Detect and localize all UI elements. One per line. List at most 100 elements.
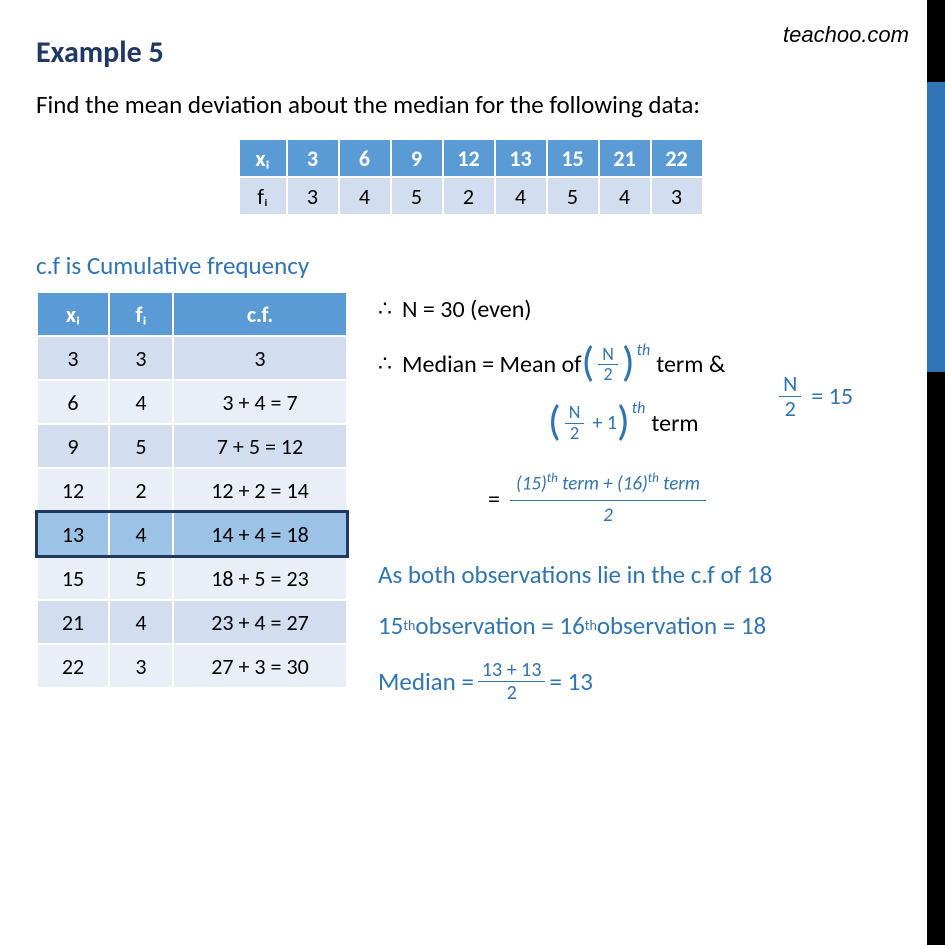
cell: 2 <box>109 468 173 512</box>
frac-num: N <box>565 403 585 424</box>
sup: th <box>585 616 597 636</box>
table-row: 3 3 3 <box>37 336 347 380</box>
cell: 3 <box>109 336 173 380</box>
cell: 12 + 2 = 14 <box>173 468 347 512</box>
cell: 27 + 3 = 30 <box>173 644 347 688</box>
cf-th-x: xᵢ <box>37 292 109 336</box>
example-heading: Example 5 <box>36 34 905 71</box>
frac-num: 13 + 13 <box>478 659 546 682</box>
t: term <box>659 472 700 495</box>
frac-den: 2 <box>781 397 800 421</box>
data-cell: 6 <box>339 139 391 177</box>
workings: ∴ N = 30 (even) ∴ Median = Mean of ( N 2… <box>378 291 905 720</box>
table-row: 6 4 3 + 4 = 7 <box>37 380 347 424</box>
obs2: 15th observation = 16th observation = 18 <box>378 608 905 643</box>
prompt-text: Find the mean deviation about the median… <box>36 89 905 120</box>
n-over-2-aside: N 2 = 15 <box>775 372 859 421</box>
cell: 3 + 4 = 7 <box>173 380 347 424</box>
obs3: Median = 13 + 13 2 = 13 <box>378 659 905 704</box>
observation-block: As both observations lie in the c.f of 1… <box>378 557 905 704</box>
therefore-icon: ∴ <box>378 349 392 380</box>
table-row: 21 4 23 + 4 = 27 <box>37 600 347 644</box>
cell: 23 + 4 = 27 <box>173 600 347 644</box>
cell: 4 <box>109 600 173 644</box>
cell: 21 <box>37 600 109 644</box>
data-cell: 5 <box>391 177 443 215</box>
sup: th <box>403 616 415 636</box>
frac-num: N <box>598 345 618 366</box>
data-table-row-f: fᵢ 3 4 5 2 4 5 4 3 <box>239 177 703 215</box>
median-text: Median = Mean of <box>402 348 581 382</box>
t: observation = 18 <box>597 608 766 643</box>
table-row: 9 5 7 + 5 = 12 <box>37 424 347 468</box>
th-sup: th <box>637 340 651 362</box>
table-row: 22 3 27 + 3 = 30 <box>37 644 347 688</box>
cell: 5 <box>109 424 173 468</box>
data-cell: 4 <box>599 177 651 215</box>
t: 15 <box>378 608 403 643</box>
data-cell: 13 <box>495 139 547 177</box>
plus-one: + 1 <box>592 409 617 437</box>
data-cell: 3 <box>287 177 339 215</box>
median-label: Median = <box>378 664 474 699</box>
eq-sign: = <box>488 483 500 517</box>
cell: 14 + 4 = 18 <box>173 512 347 556</box>
cell: 22 <box>37 644 109 688</box>
t: (16) <box>617 472 648 495</box>
data-cell: 22 <box>651 139 703 177</box>
data-table-f-label: fᵢ <box>239 177 287 215</box>
cell: 4 <box>109 380 173 424</box>
frac-den: 2 <box>566 424 583 444</box>
data-table-x-label: xᵢ <box>239 139 287 177</box>
table-row-highlight: 13 4 14 + 4 = 18 <box>37 512 347 556</box>
n-line: ∴ N = 30 (even) <box>378 293 905 327</box>
suffix-text: term & <box>656 348 725 382</box>
cf-th-cf: c.f. <box>173 292 347 336</box>
data-cell: 3 <box>287 139 339 177</box>
eq-text: = 15 <box>811 382 853 411</box>
sup: th <box>547 471 558 486</box>
cell: 15 <box>37 556 109 600</box>
cell: 9 <box>37 424 109 468</box>
cell: 4 <box>109 512 173 556</box>
data-cell: 15 <box>547 139 599 177</box>
data-cell: 3 <box>651 177 703 215</box>
cell: 7 + 5 = 12 <box>173 424 347 468</box>
frac-num: N <box>779 372 801 397</box>
expansion-line: = (15)th term + (16)th term 2 <box>378 470 905 530</box>
cf-table-header: xᵢ fᵢ c.f. <box>37 292 347 336</box>
data-cell: 12 <box>443 139 495 177</box>
sup: th <box>648 471 659 486</box>
therefore-icon: ∴ <box>378 294 392 325</box>
data-table: xᵢ 3 6 9 12 13 15 21 22 fᵢ 3 4 5 2 4 5 4… <box>238 138 704 216</box>
data-table-row-x: xᵢ 3 6 9 12 13 15 21 22 <box>239 139 703 177</box>
n-text: N = 30 (even) <box>402 293 532 327</box>
cell: 3 <box>109 644 173 688</box>
cell: 18 + 5 = 23 <box>173 556 347 600</box>
obs1: As both observations lie in the c.f of 1… <box>378 557 905 592</box>
table-row: 15 5 18 + 5 = 23 <box>37 556 347 600</box>
cf-th-f: fᵢ <box>109 292 173 336</box>
expansion-frac: (15)th term + (16)th term 2 <box>510 470 706 530</box>
th-sup: th <box>632 398 646 420</box>
cell: 3 <box>37 336 109 380</box>
cell: 3 <box>173 336 347 380</box>
cf-label: c.f is Cumulative frequency <box>36 250 905 281</box>
paren-term: ( N 2 ) <box>581 345 634 386</box>
data-cell: 21 <box>599 139 651 177</box>
data-cell: 4 <box>339 177 391 215</box>
content: Example 5 Find the mean deviation about … <box>0 0 945 720</box>
t: + <box>599 472 617 495</box>
t: (15) <box>516 472 547 495</box>
t: term <box>558 472 599 495</box>
cell: 13 <box>37 512 109 556</box>
side-strip <box>927 0 945 945</box>
data-cell: 4 <box>495 177 547 215</box>
den: 2 <box>603 501 613 530</box>
cell: 5 <box>109 556 173 600</box>
frac-den: 2 <box>503 682 521 704</box>
suffix-text: term <box>651 407 698 441</box>
data-cell: 5 <box>547 177 599 215</box>
watermark: teachoo.com <box>783 22 909 48</box>
paren-term: ( N 2 + 1 ) <box>548 403 630 444</box>
